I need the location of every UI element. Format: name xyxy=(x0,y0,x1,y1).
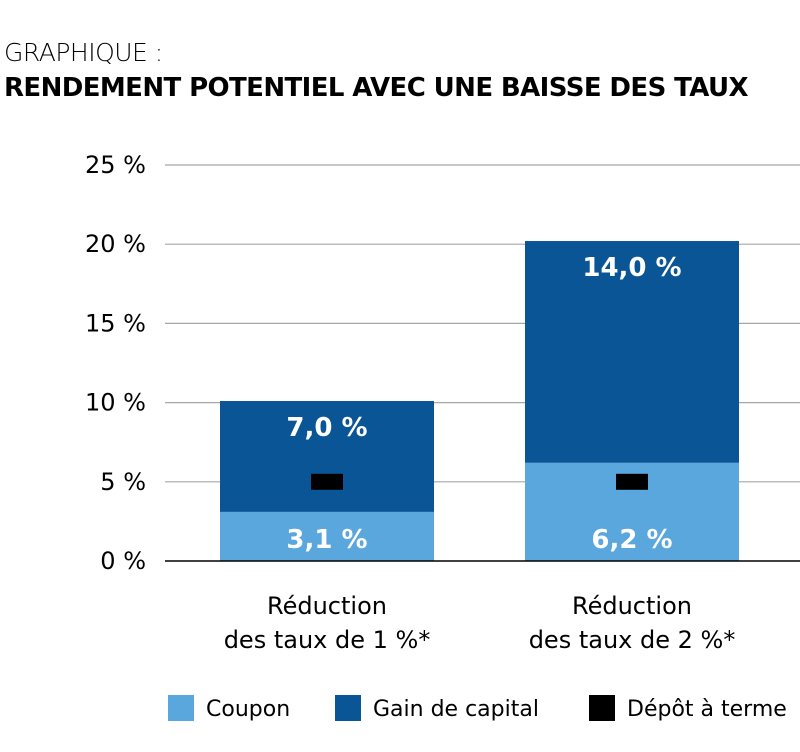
marker-term-deposit xyxy=(616,473,648,490)
category-label: Réduction xyxy=(572,592,692,620)
legend-label: Coupon xyxy=(206,697,290,722)
y-tick-label: 15 % xyxy=(85,309,146,337)
category-label: Réduction xyxy=(267,592,387,620)
legend-swatch xyxy=(168,695,194,721)
data-label-coupon: 3,1 % xyxy=(286,525,367,555)
data-label-capital-gain: 14,0 % xyxy=(582,253,681,283)
y-tick-label: 20 % xyxy=(85,230,146,258)
data-label-coupon: 6,2 % xyxy=(591,525,672,555)
chart-supertitle: GRAPHIQUE : xyxy=(4,38,163,67)
chart-header: GRAPHIQUE : RENDEMENT POTENTIEL AVEC UNE… xyxy=(4,36,749,106)
bar-segment-capital-gain xyxy=(525,241,739,463)
chart-title: RENDEMENT POTENTIEL AVEC UNE BAISSE DES … xyxy=(4,73,749,103)
legend-label: Gain de capital xyxy=(373,697,539,722)
legend-swatch xyxy=(589,695,615,721)
y-tick-label: 0 % xyxy=(100,547,146,575)
y-tick-label: 25 % xyxy=(85,151,146,179)
bar-segment-capital-gain xyxy=(220,401,434,512)
legend-label: Dépôt à terme xyxy=(627,697,787,722)
data-label-capital-gain: 7,0 % xyxy=(286,413,367,443)
marker-term-deposit xyxy=(311,473,343,490)
category-label: des taux de 1 %* xyxy=(224,626,431,654)
y-tick-label: 5 % xyxy=(100,468,146,496)
legend-swatch xyxy=(335,695,361,721)
y-tick-label: 10 % xyxy=(85,389,146,417)
bar-segment-coupon xyxy=(220,511,434,561)
category-label: des taux de 2 %* xyxy=(529,626,736,654)
